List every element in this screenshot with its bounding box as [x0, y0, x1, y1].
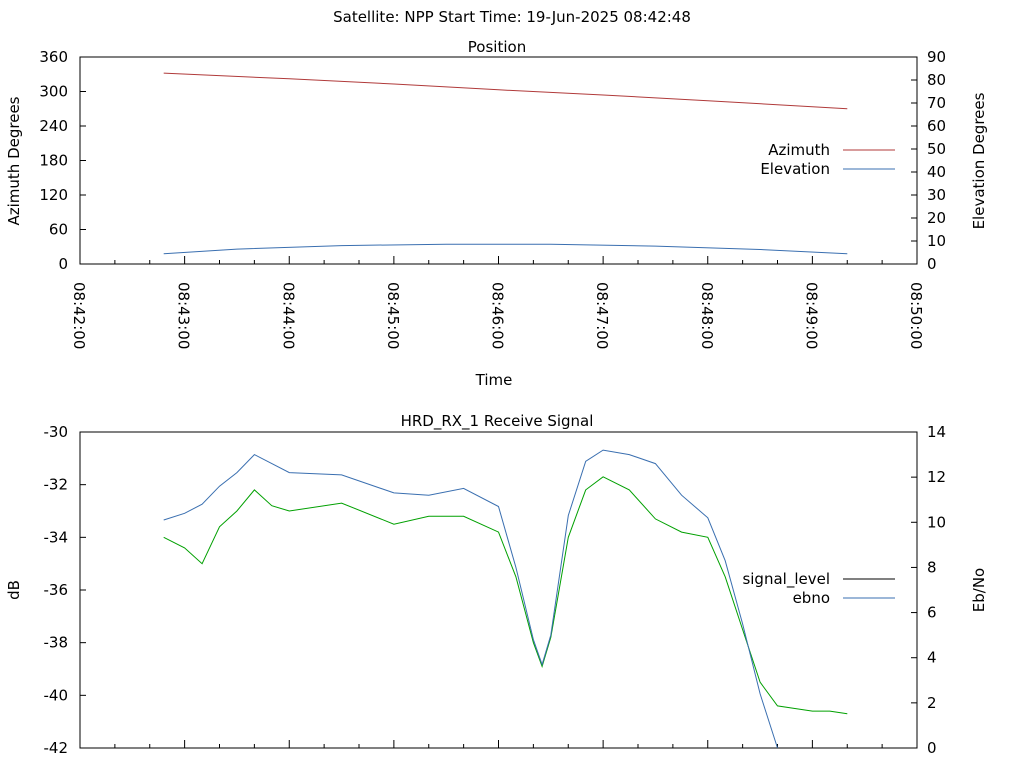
y2-tick-label: 50 [927, 140, 946, 158]
y2-tick-label: 0 [927, 255, 937, 273]
y-tick-label: 180 [39, 152, 68, 170]
y-tick-label: 60 [49, 221, 68, 239]
y2-tick-label: 0 [927, 739, 937, 757]
x-tick-label: 08:46:00 [489, 282, 507, 349]
y-tick-label: -30 [44, 423, 69, 441]
series-line-ebno [163, 449, 778, 749]
x-tick-label: 08:44:00 [279, 282, 297, 349]
receive-signal-y2label: Eb/No [970, 568, 988, 612]
position-ylabel: Azimuth Degrees [5, 96, 23, 225]
x-tick-label: 08:43:00 [175, 282, 193, 349]
position-y2label: Elevation Degrees [970, 92, 988, 229]
y-tick-label: -40 [44, 686, 69, 704]
receive-signal-chart-title: HRD_RX_1 Receive Signal [401, 412, 594, 431]
legend-label: Elevation [760, 160, 830, 178]
y-tick-label: -38 [44, 634, 69, 652]
y2-tick-label: 60 [927, 117, 946, 135]
receive-signal-ylabel: dB [5, 580, 23, 600]
x-tick-label: 08:45:00 [384, 282, 402, 349]
position-chart: Position Azimuth Degrees Elevation Degre… [5, 38, 988, 389]
y-tick-label: -42 [44, 739, 69, 757]
position-chart-title: Position [468, 38, 526, 56]
y2-tick-label: 70 [927, 94, 946, 112]
y-tick-label: -32 [44, 476, 69, 494]
position-xlabel: Time [475, 371, 513, 389]
legend-label: Azimuth [768, 141, 830, 159]
page-title: Satellite: NPP Start Time: 19-Jun-2025 0… [333, 8, 691, 26]
y2-tick-label: 14 [927, 423, 946, 441]
y-tick-label: 360 [39, 48, 68, 66]
y-tick-label: 0 [58, 255, 68, 273]
legend-label: signal_level [742, 570, 830, 589]
y2-tick-label: 30 [927, 186, 946, 204]
y2-tick-label: 4 [927, 649, 937, 667]
y2-tick-label: 40 [927, 163, 946, 181]
y2-tick-label: 90 [927, 48, 946, 66]
y-tick-label: 240 [39, 117, 68, 135]
y-tick-label: 120 [39, 186, 68, 204]
series-line-signal_level [163, 476, 848, 715]
legend-label: ebno [793, 589, 830, 607]
y2-tick-label: 10 [927, 232, 946, 250]
y2-tick-label: 8 [927, 558, 937, 576]
x-tick-label: 08:50:00 [907, 282, 925, 349]
y2-tick-label: 20 [927, 209, 946, 227]
receive-signal-chart: HRD_RX_1 Receive Signal dB Eb/No -30 -32 -… [5, 412, 988, 757]
y2-tick-label: 10 [927, 513, 946, 531]
x-tick-label: 08:42:00 [70, 282, 88, 349]
y-tick-label: 300 [39, 83, 68, 101]
x-tick-label: 08:48:00 [698, 282, 716, 349]
y2-tick-label: 6 [927, 604, 937, 622]
y2-tick-label: 12 [927, 468, 946, 486]
x-tick-label: 08:49:00 [802, 282, 820, 349]
x-tick-label: 08:47:00 [593, 282, 611, 349]
series-line-Azimuth [163, 72, 848, 110]
y2-tick-label: 80 [927, 71, 946, 89]
series-line-Elevation [163, 243, 848, 255]
receive-signal-plot-frame [79, 431, 918, 749]
y-tick-label: -36 [44, 581, 69, 599]
y-tick-label: -34 [44, 528, 69, 546]
y2-tick-label: 2 [927, 694, 937, 712]
